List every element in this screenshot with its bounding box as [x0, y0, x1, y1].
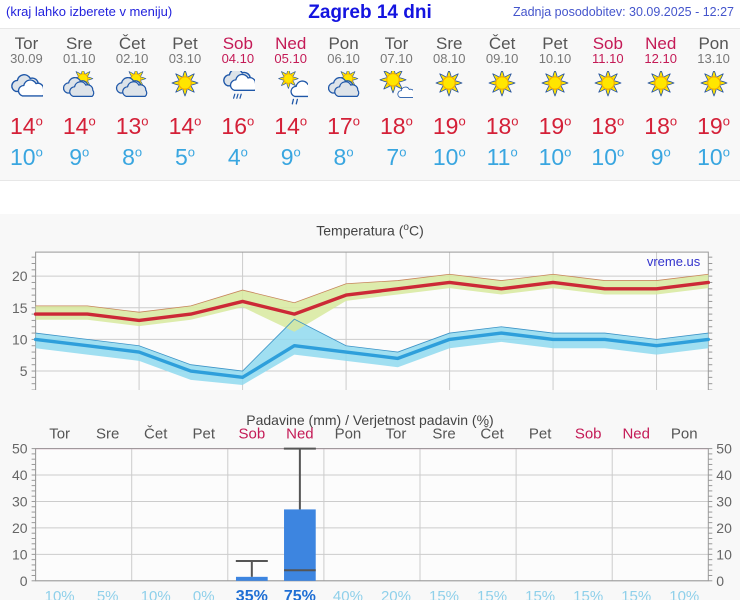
svg-text:15%: 15%: [621, 588, 651, 600]
svg-text:15%: 15%: [525, 588, 555, 600]
svg-text:20: 20: [12, 520, 28, 536]
svg-text:30: 30: [716, 493, 732, 509]
svg-text:Sre: Sre: [96, 426, 119, 443]
svg-text:Pon: Pon: [671, 426, 698, 443]
svg-text:10%: 10%: [669, 588, 699, 600]
svg-text:Pet: Pet: [193, 426, 216, 443]
svg-text:Sob: Sob: [575, 426, 602, 443]
svg-text:Pet: Pet: [529, 426, 552, 443]
svg-text:40: 40: [12, 467, 28, 483]
svg-text:75%: 75%: [284, 588, 316, 600]
svg-text:Čet: Čet: [480, 426, 504, 443]
svg-text:Ned: Ned: [286, 426, 314, 443]
svg-text:15%: 15%: [429, 588, 459, 600]
svg-text:50: 50: [716, 441, 732, 457]
svg-text:Čet: Čet: [144, 426, 168, 443]
svg-text:0: 0: [20, 573, 28, 589]
svg-text:0: 0: [716, 573, 724, 589]
svg-text:40: 40: [716, 467, 732, 483]
svg-text:Tor: Tor: [49, 426, 70, 443]
svg-text:5%: 5%: [97, 588, 119, 600]
svg-text:15%: 15%: [573, 588, 603, 600]
svg-text:10%: 10%: [141, 588, 171, 600]
svg-text:Sre: Sre: [432, 426, 455, 443]
svg-text:10: 10: [12, 546, 28, 562]
svg-text:Tor: Tor: [386, 426, 407, 443]
svg-text:10%: 10%: [45, 588, 75, 600]
svg-text:20: 20: [716, 520, 732, 536]
svg-text:Ned: Ned: [622, 426, 650, 443]
svg-text:40%: 40%: [333, 588, 363, 600]
svg-text:Pon: Pon: [335, 426, 362, 443]
svg-text:35%: 35%: [236, 588, 268, 600]
svg-text:20%: 20%: [381, 588, 411, 600]
svg-text:10: 10: [716, 546, 732, 562]
svg-text:50: 50: [12, 441, 28, 457]
svg-text:15%: 15%: [477, 588, 507, 600]
svg-text:30: 30: [12, 493, 28, 509]
svg-text:0%: 0%: [193, 588, 215, 600]
svg-text:Sob: Sob: [238, 426, 265, 443]
